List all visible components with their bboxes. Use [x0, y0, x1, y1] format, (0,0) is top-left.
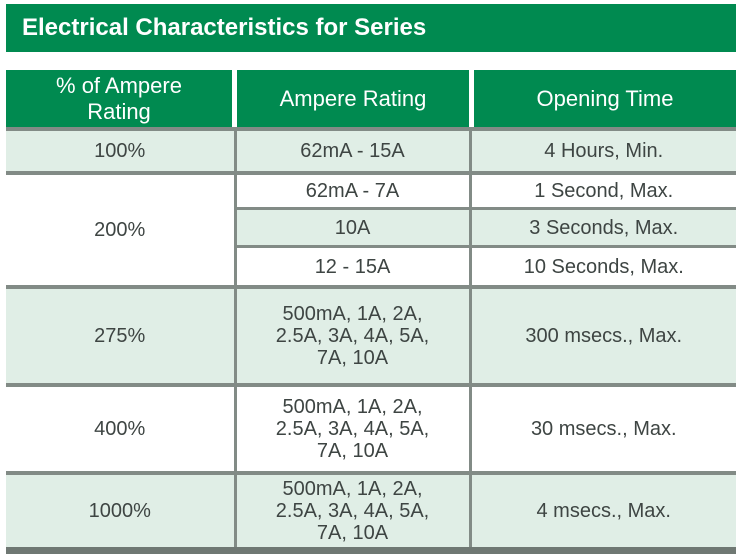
column-header-pct: % of Ampere Rating	[6, 70, 232, 127]
percent-of-ampere-rating-cell: 275%	[6, 285, 235, 385]
ampere-rating-line: 500mA, 1A, 2A,	[282, 478, 423, 500]
table-row: 12 - 15A 10 Seconds, Max.	[6, 245, 736, 287]
title-bar: Electrical Characteristics for Series	[6, 4, 736, 52]
percent-of-ampere-rating-cell: 100%	[6, 127, 235, 173]
ampere-rating-cell: 12 - 15A	[233, 245, 470, 287]
ampere-rating-line: 62mA - 15A	[300, 140, 405, 162]
ampere-rating-line: 2.5A, 3A, 4A, 5A,	[275, 325, 430, 347]
opening-time-cell: 10 Seconds, Max.	[468, 245, 736, 287]
table-header-row: % of Ampere Rating Ampere Rating Opening Ti…	[6, 70, 736, 127]
percent-of-ampere-rating-cell: 200%	[6, 171, 235, 287]
ampere-rating-line: 12 - 15A	[314, 255, 391, 278]
percent-of-ampere-rating-cell: 1000%	[6, 471, 235, 547]
table-row: 100% 62mA - 15A 4 Hours, Min.	[6, 127, 736, 173]
table-row: 275% 500mA, 1A, 2A, 2.5A, 3A, 4A, 5A, 7A, 1…	[6, 285, 736, 385]
opening-time-cell: 1 Second, Max.	[468, 171, 736, 209]
ampere-rating-line: 10A	[334, 216, 371, 239]
ampere-rating-cell: 500mA, 1A, 2A, 2.5A, 3A, 4A, 5A, 7A, 10A	[233, 285, 470, 385]
ampere-rating-line: 62mA - 7A	[305, 180, 400, 202]
table-body: 100% 62mA - 15A 4 Hours, Min. 200% 62mA - 7A…	[6, 127, 736, 547]
electrical-characteristics-table: 100% 62mA - 15A 4 Hours, Min. 200% 62mA - 7A…	[6, 127, 736, 547]
column-header-label: % of Ampere	[56, 72, 182, 98]
ampere-rating-line: 2.5A, 3A, 4A, 5A,	[275, 418, 430, 440]
ampere-rating-line: 7A, 10A	[316, 522, 389, 544]
column-header-rating: Ampere Rating	[237, 70, 469, 127]
ampere-rating-cell: 500mA, 1A, 2A, 2.5A, 3A, 4A, 5A, 7A, 10A	[233, 471, 470, 547]
opening-time-cell: 4 Hours, Min.	[468, 127, 736, 173]
ampere-rating-cell: 62mA - 7A	[233, 171, 470, 209]
ampere-rating-line: 500mA, 1A, 2A,	[282, 396, 423, 418]
column-header-label: Rating	[87, 98, 151, 124]
ampere-rating-cell: 500mA, 1A, 2A, 2.5A, 3A, 4A, 5A, 7A, 10A	[233, 383, 470, 473]
column-header-label: Opening Time	[536, 85, 674, 111]
ampere-rating-line: 2.5A, 3A, 4A, 5A,	[275, 500, 430, 522]
opening-time-cell: 300 msecs., Max.	[468, 285, 736, 385]
ampere-rating-line: 7A, 10A	[316, 440, 389, 462]
table-row: 400% 500mA, 1A, 2A, 2.5A, 3A, 4A, 5A, 7A, 1…	[6, 383, 736, 473]
table-row: 1000% 500mA, 1A, 2A, 2.5A, 3A, 4A, 5A, 7A, …	[6, 471, 736, 547]
ampere-rating-cell: 62mA - 15A	[233, 127, 470, 173]
table-row: 200% 62mA - 7A 1 Second, Max.	[6, 171, 736, 287]
opening-time-cell: 4 msecs., Max.	[468, 471, 736, 547]
ampere-rating-line: 7A, 10A	[316, 347, 389, 369]
column-header-label: Ampere Rating	[279, 85, 427, 111]
table-bottom-bar	[6, 547, 736, 554]
ampere-rating-cell: 10A	[233, 207, 470, 247]
percent-of-ampere-rating-cell: 400%	[6, 383, 235, 473]
opening-time-cell: 3 Seconds, Max.	[468, 207, 736, 247]
table-row: 10A 3 Seconds, Max.	[6, 207, 736, 247]
page-title: Electrical Characteristics for Series	[22, 14, 427, 41]
opening-time-cell: 30 msecs., Max.	[468, 383, 736, 473]
ampere-rating-line: 500mA, 1A, 2A,	[282, 303, 423, 325]
column-header-time: Opening Time	[474, 70, 736, 127]
